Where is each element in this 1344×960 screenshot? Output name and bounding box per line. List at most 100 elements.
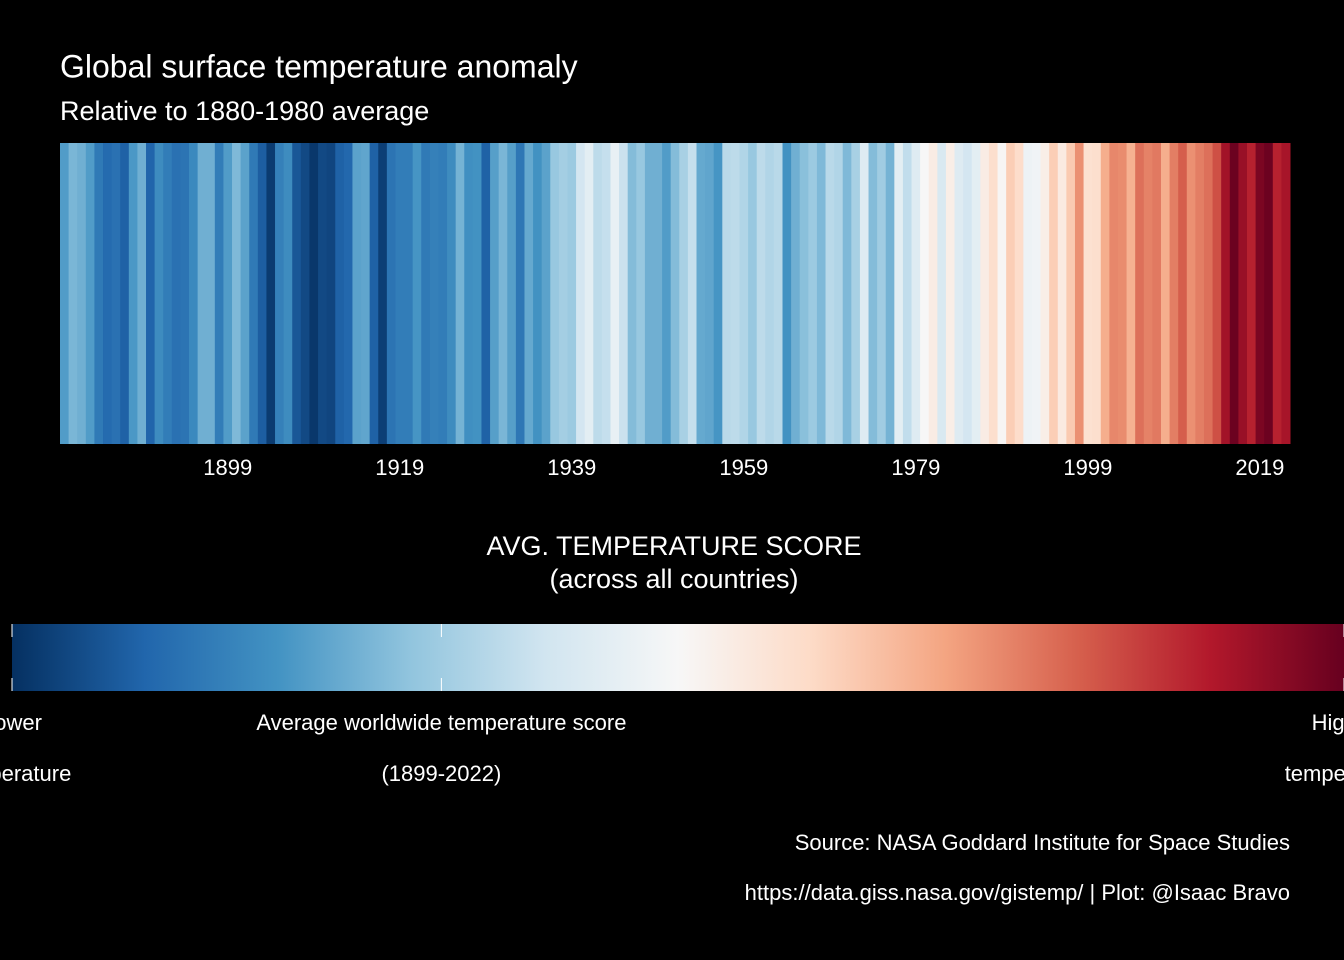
stripe	[1264, 143, 1274, 444]
stripe	[1100, 143, 1110, 444]
stripe	[713, 143, 723, 444]
stripe	[137, 143, 147, 444]
stripe	[980, 143, 990, 444]
stripe	[902, 143, 913, 444]
stripe	[232, 143, 242, 444]
stripe	[911, 143, 921, 444]
stripe	[963, 143, 973, 444]
stripe	[1126, 143, 1136, 444]
stripe	[593, 143, 603, 444]
stripe	[782, 143, 792, 444]
stripe	[326, 143, 336, 444]
stripe	[627, 143, 637, 444]
stripe	[1221, 143, 1231, 444]
stripe	[584, 143, 594, 444]
stripe	[619, 143, 629, 444]
stripe	[825, 143, 835, 444]
stripe	[1186, 143, 1196, 444]
stripe	[885, 143, 895, 444]
legend-title: AVG. TEMPERATURE SCORE (across all count…	[486, 531, 862, 594]
stripe	[851, 143, 861, 444]
stripe	[386, 143, 396, 444]
stripe	[421, 143, 431, 444]
stripe	[868, 143, 878, 444]
legend-colorbar	[12, 624, 1344, 691]
stripe	[679, 143, 689, 444]
stripe	[481, 143, 491, 444]
stripe	[154, 143, 164, 444]
stripe	[447, 143, 457, 444]
chart-subtitle: Relative to 1880-1980 average	[60, 96, 429, 126]
stripe	[1040, 143, 1050, 444]
stripe	[335, 143, 345, 444]
stripe	[472, 143, 482, 444]
legend-label: Higher temperature	[1284, 710, 1344, 786]
stripe	[412, 143, 422, 444]
stripe	[541, 143, 551, 444]
x-tick-label: 1959	[719, 455, 768, 480]
stripe	[369, 143, 379, 444]
stripe	[1057, 143, 1067, 444]
stripe	[404, 143, 414, 444]
stripe	[928, 143, 938, 444]
stripe	[610, 143, 620, 444]
stripe	[1014, 143, 1024, 444]
stripe	[1083, 143, 1093, 444]
stripe	[550, 143, 560, 444]
stripe	[77, 143, 87, 444]
stripe	[773, 143, 784, 444]
stripe	[395, 143, 405, 444]
x-tick-label: 1899	[203, 455, 252, 480]
stripe	[524, 143, 534, 444]
legend-label: Average worldwide temperature score (189…	[256, 710, 627, 786]
stripe	[834, 143, 844, 444]
stripe	[1178, 143, 1188, 444]
stripe	[748, 143, 758, 444]
stripe	[739, 143, 749, 444]
stripe	[515, 143, 525, 444]
stripe	[696, 143, 706, 444]
stripe	[1169, 143, 1179, 444]
stripe	[146, 143, 156, 444]
caption: https://data.giss.nasa.gov/gistemp/ | Pl…	[744, 880, 1290, 905]
stripe	[644, 143, 654, 444]
stripe	[1229, 143, 1239, 444]
x-tick-label: 1999	[1063, 455, 1112, 480]
stripe	[877, 143, 887, 444]
stripe	[1212, 143, 1222, 444]
stripe	[120, 143, 130, 444]
stripe	[601, 143, 611, 444]
stripe	[988, 143, 999, 444]
stripe	[954, 143, 964, 444]
stripe	[1246, 143, 1257, 444]
stripe	[894, 143, 904, 444]
stripe	[756, 143, 766, 444]
stripe	[60, 143, 70, 444]
stripe	[1074, 143, 1085, 444]
stripe	[507, 143, 517, 444]
stripe	[292, 143, 302, 444]
stripe	[1006, 143, 1016, 444]
stripe	[490, 143, 500, 444]
stripe	[163, 143, 173, 444]
stripe	[567, 143, 577, 444]
stripe	[971, 143, 981, 444]
stripe	[1031, 143, 1042, 444]
stripe	[206, 143, 216, 444]
stripe	[429, 143, 439, 444]
stripe	[180, 143, 190, 444]
stripe	[1049, 143, 1059, 444]
stripe	[662, 143, 672, 444]
stripe	[1272, 143, 1282, 444]
stripe	[799, 143, 809, 444]
stripe	[1066, 143, 1076, 444]
stripe	[687, 143, 698, 444]
stripe	[111, 143, 121, 444]
stripe	[730, 143, 741, 444]
stripe	[722, 143, 732, 444]
stripe	[816, 143, 827, 444]
stripe	[214, 143, 224, 444]
stripe	[266, 143, 276, 444]
stripe	[309, 143, 319, 444]
